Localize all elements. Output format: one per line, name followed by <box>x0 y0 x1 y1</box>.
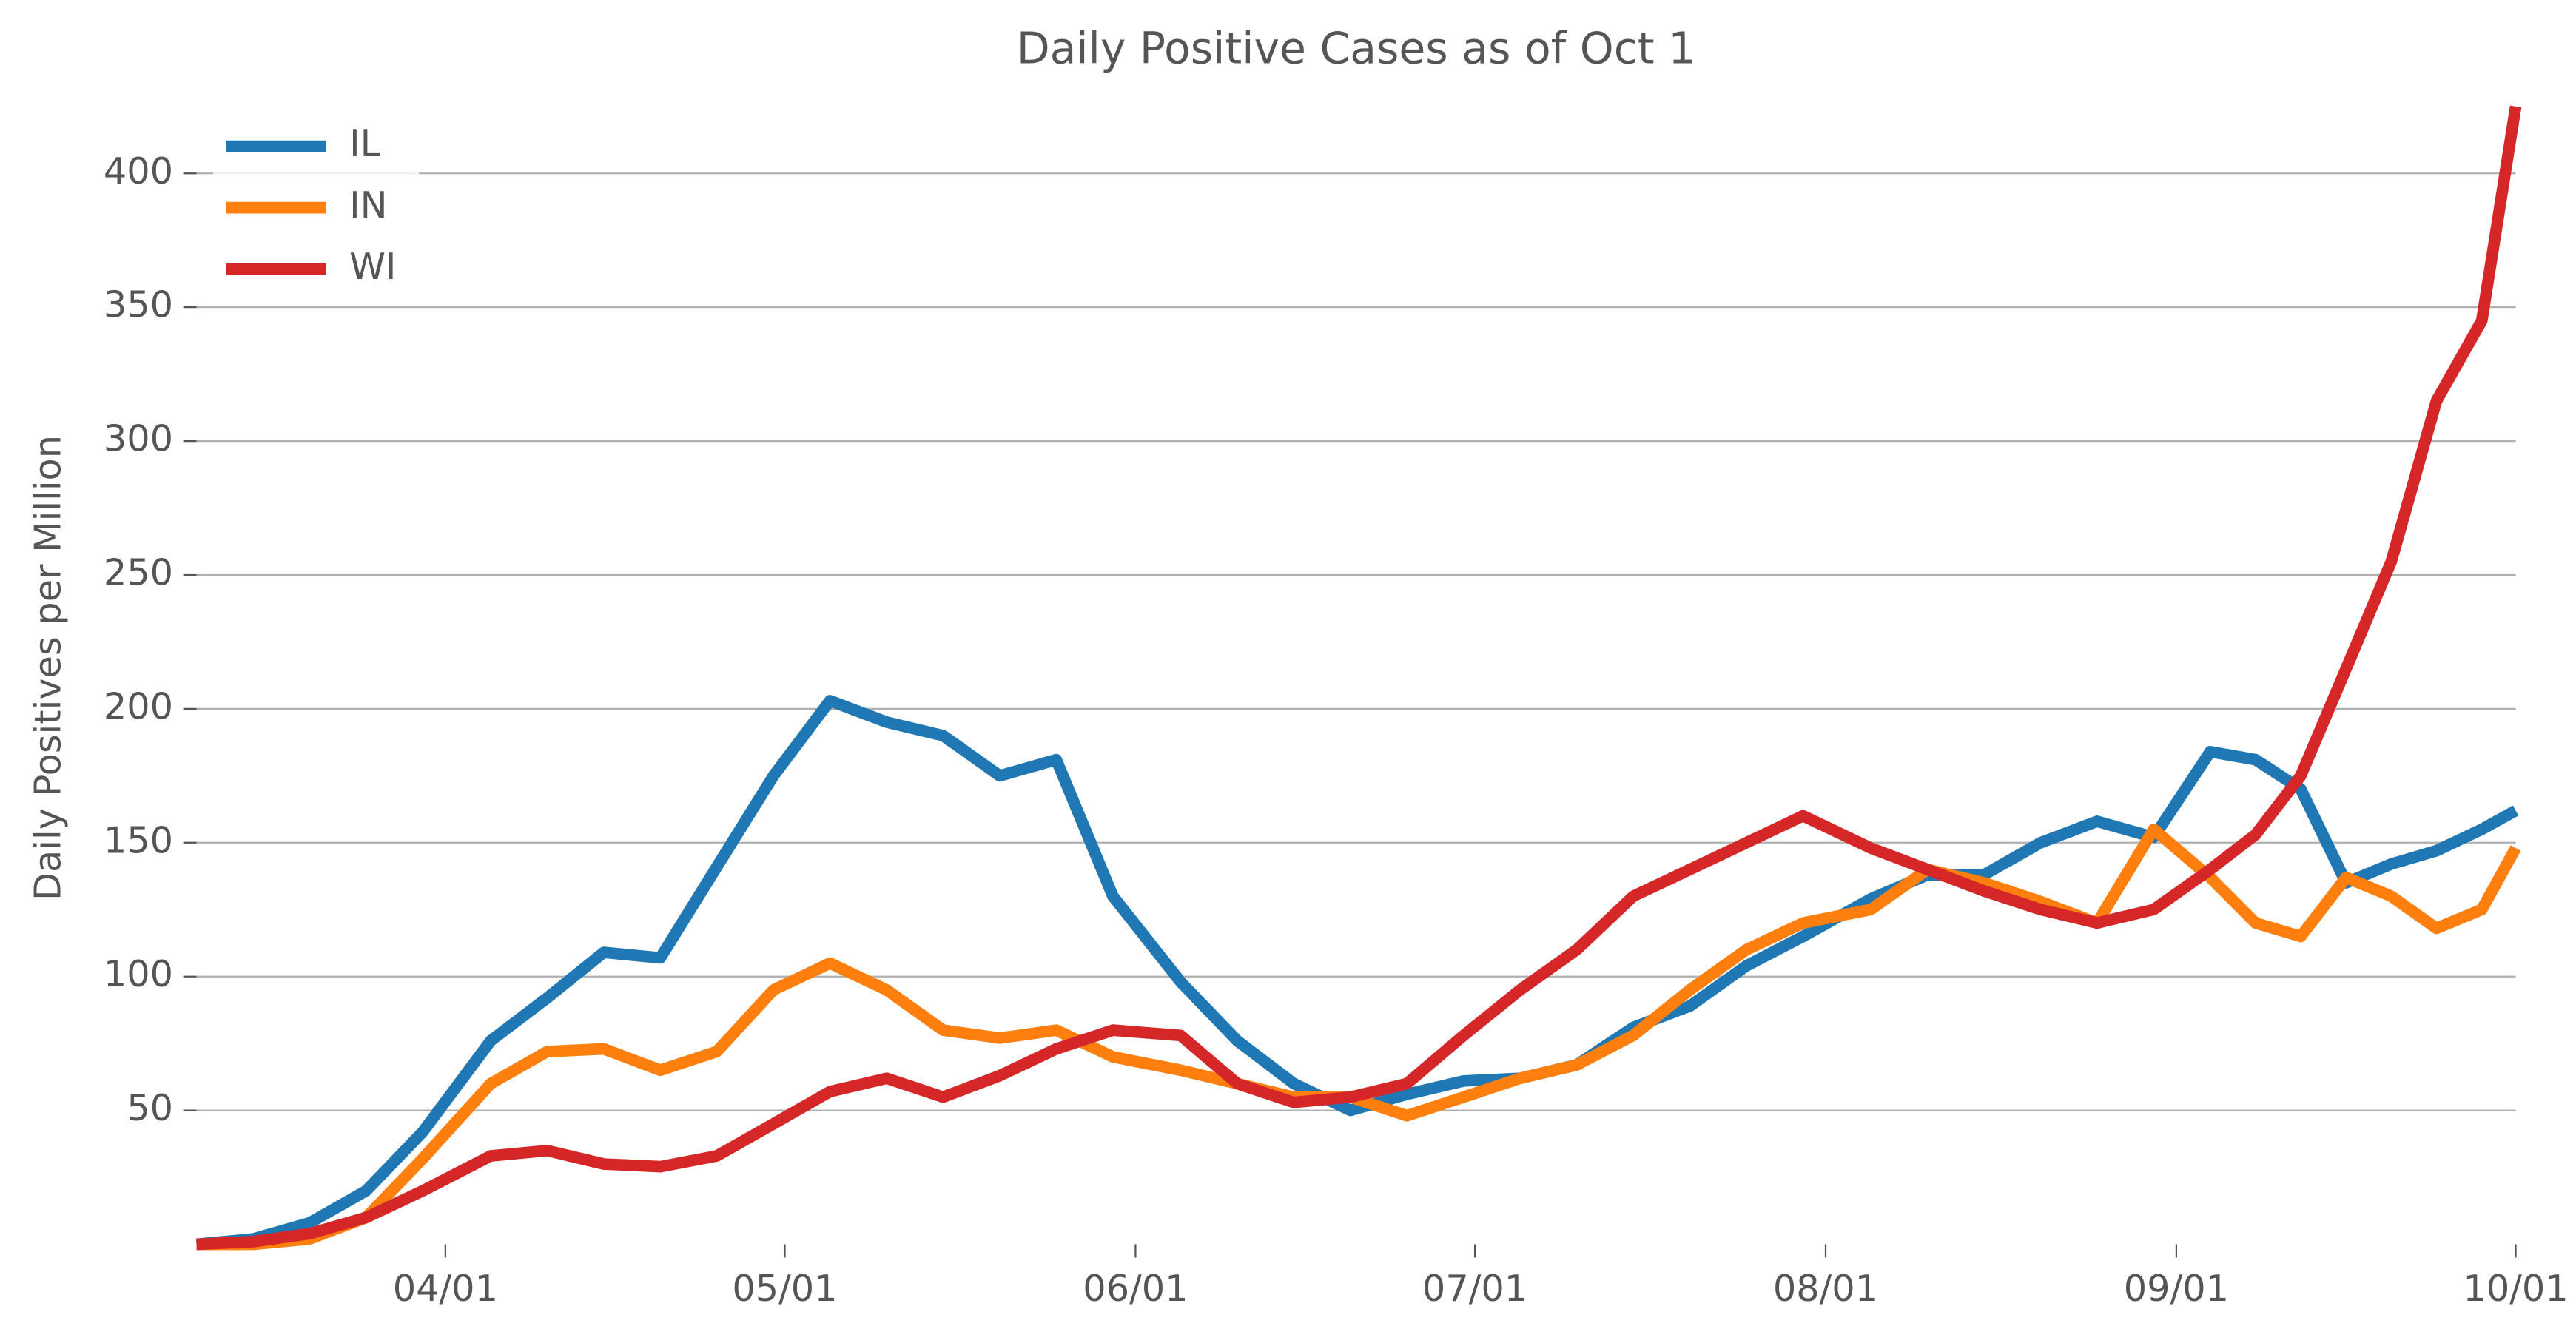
line <box>196 823 2521 1251</box>
x-tick-label: 06/01 <box>1083 1267 1188 1310</box>
legend: IL IN WI <box>212 112 420 306</box>
x-tick-label: 09/01 <box>2124 1267 2229 1310</box>
line <box>195 695 2519 1251</box>
x-tick-label: 08/01 <box>1773 1267 1878 1310</box>
legend-label: IN <box>349 184 387 226</box>
y-tick-label: 300 <box>104 417 173 460</box>
y-axis-label: Daily Positives per Million <box>26 435 69 901</box>
y-tick-label: 150 <box>104 818 173 861</box>
x-tick-label: 04/01 <box>393 1267 498 1310</box>
legend-label: IL <box>349 122 381 165</box>
y-tick-label: 250 <box>104 551 173 593</box>
legend-label: WI <box>349 245 396 288</box>
line <box>196 105 2522 1251</box>
x-tick-label: 05/01 <box>732 1267 837 1310</box>
x-tick-label: 10/01 <box>2463 1267 2568 1310</box>
y-tick-label: 400 <box>104 149 173 192</box>
chart-title: Daily Positive Cases as of Oct 1 <box>1017 24 1696 74</box>
x-tick-label: 07/01 <box>1422 1267 1527 1310</box>
y-tick-label: 50 <box>127 1086 173 1129</box>
y-tick-label: 350 <box>104 283 173 326</box>
y-tick-label: 100 <box>104 952 173 995</box>
y-tick-label: 200 <box>104 684 173 727</box>
